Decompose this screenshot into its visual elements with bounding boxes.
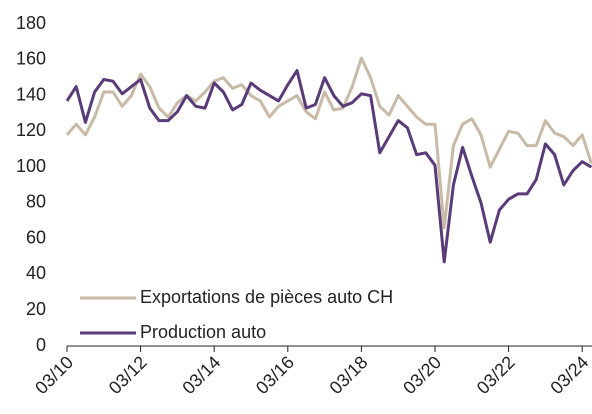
y-tick-label: 80: [26, 192, 46, 212]
x-tick-label: 03/24: [546, 352, 592, 398]
y-tick-label: 140: [16, 84, 46, 104]
x-tick-label: 03/12: [105, 352, 151, 398]
y-tick-label: 40: [26, 263, 46, 283]
x-tick-label: 03/16: [252, 352, 298, 398]
y-tick-label: 120: [16, 120, 46, 140]
legend-label: Exportations de pièces auto CH: [140, 287, 393, 307]
x-tick-label: 03/20: [399, 352, 445, 398]
y-tick-label: 160: [16, 49, 46, 69]
series-line: [65, 69, 592, 264]
x-tick-label: 03/14: [178, 352, 224, 398]
legend-box: [76, 321, 476, 345]
y-tick-label: 0: [36, 335, 46, 355]
legend-box: [76, 286, 476, 310]
y-tick-label: 20: [26, 299, 46, 319]
x-tick-label: 03/22: [473, 352, 519, 398]
y-tick-label: 100: [16, 156, 46, 176]
y-tick-label: 60: [26, 227, 46, 247]
x-tick-label: 03/10: [31, 352, 77, 398]
y-tick-label: 180: [16, 13, 46, 33]
legend-label: Production auto: [140, 322, 266, 342]
x-tick-label: 03/18: [326, 352, 372, 398]
series-line: [65, 56, 592, 230]
